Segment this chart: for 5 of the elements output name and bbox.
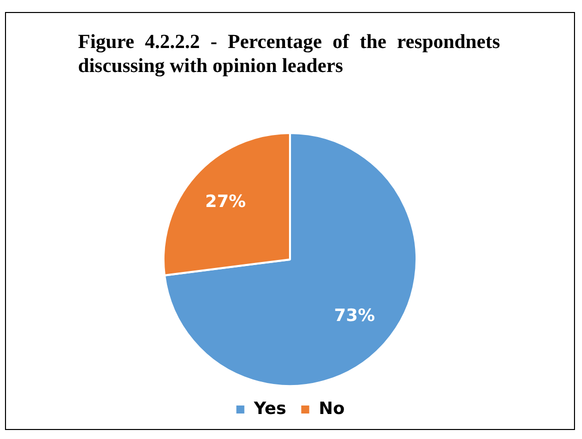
data-label: 73% — [334, 306, 375, 326]
data-label: 27% — [205, 192, 246, 212]
chart-title: Figure 4.2.2.2 - Percentage of the respondnets discussing with opinion leaders — [78, 30, 500, 78]
legend-label: Yes — [252, 398, 286, 419]
legend-label: No — [318, 398, 345, 419]
